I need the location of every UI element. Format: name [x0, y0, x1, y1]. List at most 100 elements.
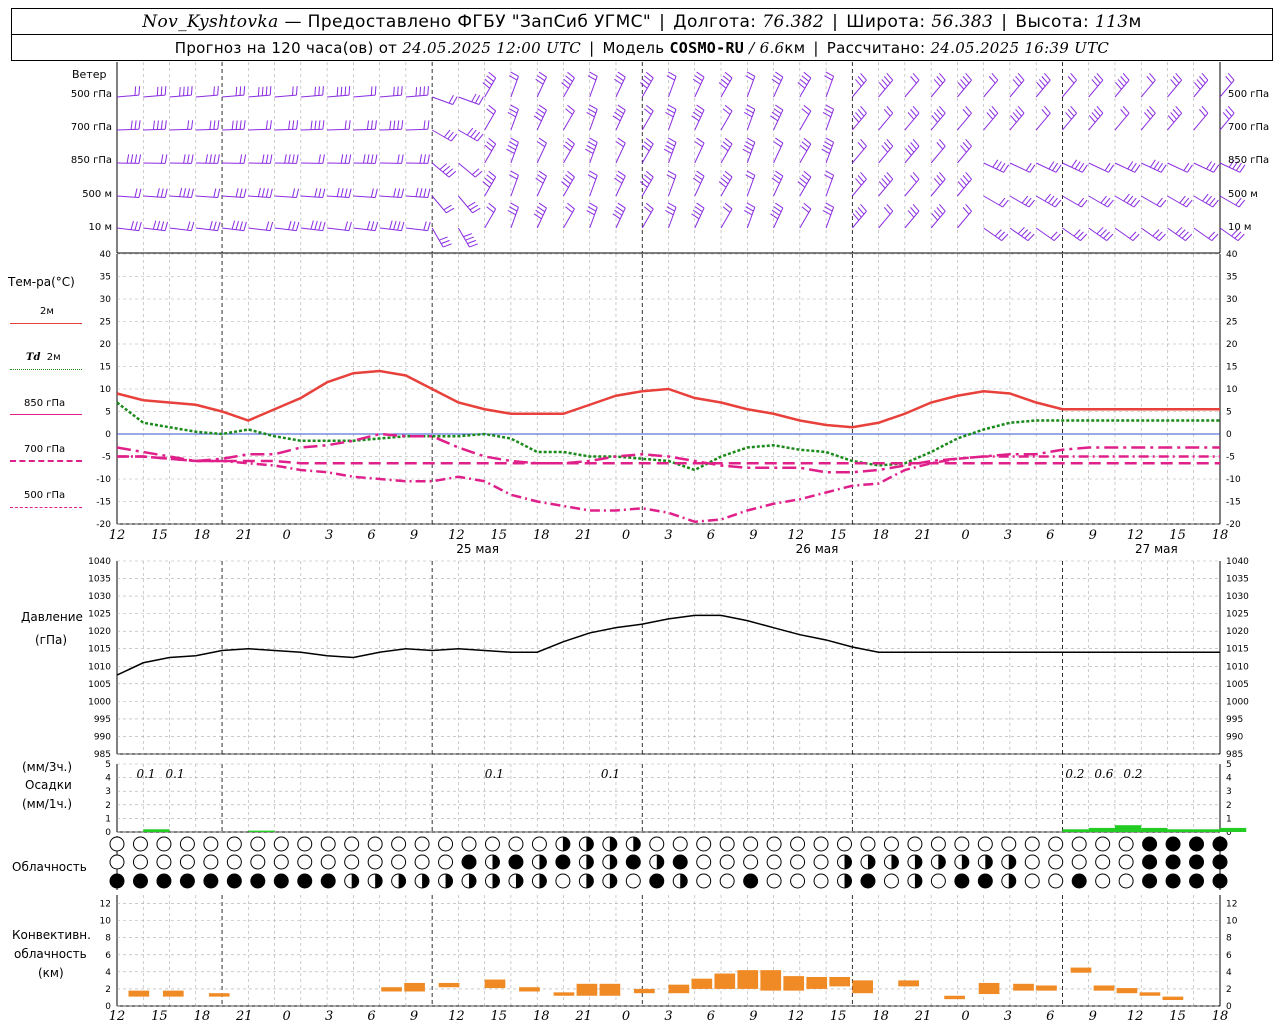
- wind-barb-feather: [217, 221, 221, 231]
- wind-barb: [195, 128, 218, 131]
- wind-barb-feather: [296, 188, 300, 198]
- wind-barb-feather: [486, 174, 495, 181]
- pressure-tick-left: 1015: [88, 645, 111, 655]
- conv-bar: [576, 983, 598, 996]
- wind-barb-feather: [160, 188, 164, 198]
- precip-annotation: 0.2: [1123, 767, 1142, 781]
- pressure-tick-left: 1005: [88, 680, 111, 690]
- conv-hour-label: 6: [367, 1009, 375, 1024]
- day-label: 25 мая: [456, 542, 499, 556]
- wind-barb-feather: [617, 170, 626, 177]
- cloud-symbol: [766, 836, 782, 852]
- pressure-tick-right: 985: [1226, 750, 1243, 760]
- wind-barb-feather: [962, 142, 970, 150]
- conv-bar: [760, 970, 782, 991]
- wind-barb-feather: [1094, 76, 1101, 84]
- wind-barb-feather: [467, 201, 476, 208]
- legend-t2m-label: 2м: [40, 306, 54, 317]
- conv-bar: [1139, 992, 1161, 996]
- wind-barb-feather: [1052, 162, 1058, 171]
- wind-barb-feather: [1050, 231, 1058, 239]
- precip-1h-label: (мм/1ч.): [22, 797, 73, 811]
- wind-barb-feather: [803, 71, 812, 79]
- wind-barb-feather: [722, 108, 731, 115]
- wind-barb: [851, 145, 867, 164]
- wind-barb-feather: [641, 144, 650, 152]
- wind-barb-feather: [472, 207, 481, 214]
- precip-tick-right: 4: [1226, 774, 1232, 784]
- wind-barb-feather: [773, 141, 782, 148]
- wind-barb-feather: [469, 243, 478, 248]
- wind-barb-feather: [694, 75, 703, 82]
- altitude-label: Высота:: [1015, 11, 1090, 32]
- wind-barb: [1140, 195, 1161, 208]
- wind-barb-feather: [366, 154, 370, 164]
- wind-level-500hpa-right: 500 гПа: [1228, 89, 1270, 100]
- wind-barb-feather: [855, 79, 862, 87]
- temp-tick-right: -20: [1226, 520, 1241, 530]
- wind-barb-feather: [938, 204, 946, 212]
- computed-label: Рассчитано:: [826, 38, 926, 57]
- conv-hour-label: 18: [194, 1009, 211, 1024]
- wind-barb-feather: [488, 137, 496, 145]
- conv-hour-label: 18: [533, 1009, 550, 1024]
- wind-barb-feather: [452, 96, 458, 105]
- precip-annotation: 0.1: [136, 767, 155, 781]
- conv-bar: [404, 982, 425, 992]
- wind-barb-feather: [533, 115, 542, 122]
- wind-barb-feather: [587, 75, 597, 81]
- cloud-symbol: [250, 854, 266, 870]
- conv-hour-label: 15: [151, 1009, 168, 1024]
- wind-barb-feather: [589, 137, 598, 143]
- cloud-symbol: [179, 873, 195, 889]
- wind-barb: [1114, 112, 1130, 131]
- cloud-half: [609, 874, 617, 888]
- wind-barb-feather: [397, 120, 400, 130]
- wind-barb-feather: [589, 202, 598, 208]
- wind-barb-feather: [427, 86, 429, 96]
- cloud-half: [586, 855, 594, 869]
- temp-tick-right: 5: [1226, 408, 1232, 418]
- wind-barb-feather: [344, 120, 347, 130]
- wind-barb-feather: [164, 188, 168, 198]
- wind-barb-feather: [825, 170, 834, 176]
- wind-barb-feather: [860, 106, 867, 114]
- series-0: [116, 369, 1220, 429]
- cloud-title: Облачность: [12, 860, 87, 874]
- wind-barb-feather: [746, 137, 756, 143]
- cloud-half: [1008, 855, 1016, 869]
- temp-hour-label: 6: [1046, 528, 1054, 543]
- wind-barb-feather: [1211, 233, 1219, 241]
- wind-barb-feather: [213, 120, 216, 130]
- wind-barb-feather: [507, 144, 516, 151]
- wind-barb-feather: [962, 109, 970, 117]
- wind-barb-feather: [960, 79, 967, 87]
- wind-barb-feather: [1201, 73, 1209, 81]
- wind-barb-feather: [991, 73, 999, 81]
- wind-barb: [930, 210, 946, 229]
- wind-barb-feather: [1126, 195, 1134, 204]
- wind-barb-feather: [824, 206, 833, 212]
- wind-barb: [773, 142, 784, 164]
- precip-tick-left: 1: [105, 814, 111, 824]
- pressure-tick-left: 1040: [88, 557, 111, 567]
- wind-barb-feather: [130, 120, 133, 130]
- wind-barb-feather: [374, 221, 379, 231]
- conv-hour-label: 18: [1212, 1009, 1229, 1024]
- wind-barb: [536, 109, 547, 131]
- temp-title: Тем-ра(°C): [8, 275, 75, 289]
- temp-hour-label: 18: [194, 528, 211, 543]
- wind-barb-feather: [615, 206, 624, 213]
- wind-barb-feather: [1213, 164, 1220, 173]
- wind-barb-feather: [296, 154, 299, 164]
- cloud-symbol: [930, 836, 946, 852]
- wind-barb-feather: [397, 86, 399, 96]
- wind-barb-feather: [1149, 106, 1156, 114]
- wind-level-850hpa: 850 гПа: [70, 155, 112, 166]
- wind-barb-feather: [667, 104, 677, 110]
- cloud-half: [398, 874, 406, 888]
- wind-barb-feather: [1227, 106, 1235, 114]
- conv-hour-label: 0: [283, 1009, 291, 1024]
- wind-barb-feather: [992, 159, 999, 168]
- station-name: Nov_Kyshtovka: [142, 11, 279, 32]
